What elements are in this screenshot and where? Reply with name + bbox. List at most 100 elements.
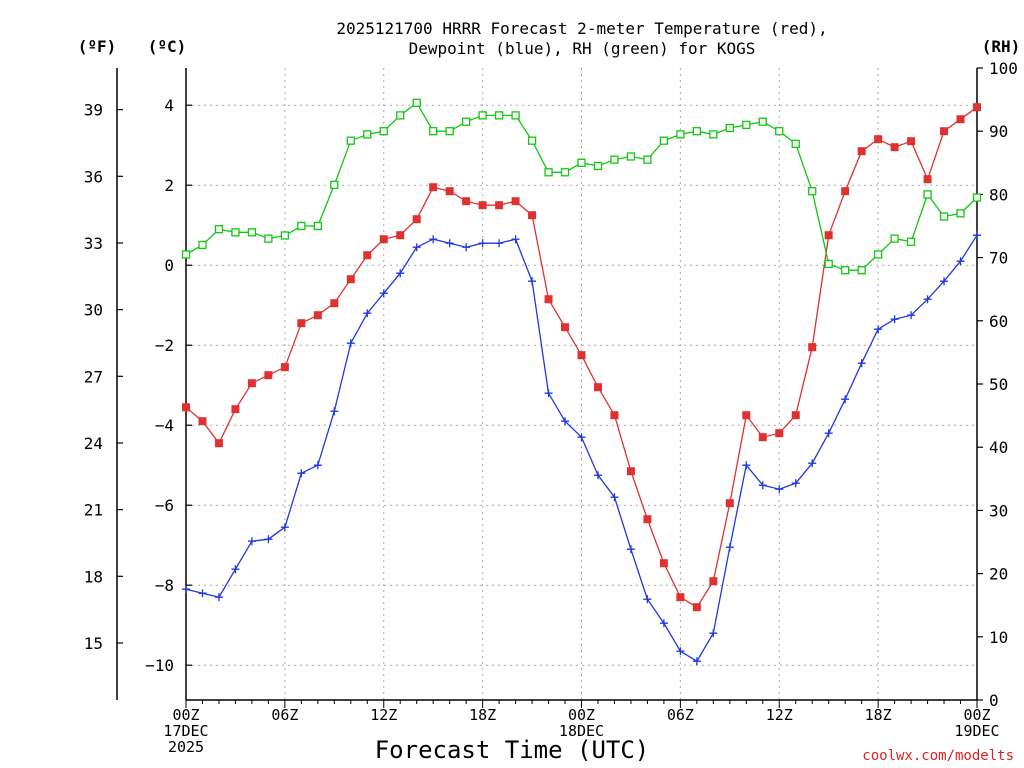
dewpoint-point bbox=[462, 243, 471, 252]
chart-title-line2: Dewpoint (blue), RH (green) for KOGS bbox=[409, 39, 756, 58]
rh-point bbox=[676, 130, 685, 139]
rh-point bbox=[906, 237, 916, 246]
temperature-point bbox=[775, 429, 784, 438]
temperature-point bbox=[511, 197, 520, 206]
rh-point bbox=[445, 127, 454, 136]
temperature-point bbox=[247, 379, 256, 388]
temperature-point bbox=[626, 467, 635, 476]
time-tick-label: 2025 bbox=[168, 738, 204, 756]
dewpoint-point bbox=[198, 589, 207, 598]
dewpoint-point bbox=[956, 257, 965, 266]
rh-tick-label: 60 bbox=[989, 312, 1008, 331]
temperature-point bbox=[561, 323, 570, 332]
rh-point bbox=[297, 221, 306, 231]
rh-point bbox=[643, 155, 652, 164]
temperature-point bbox=[577, 351, 586, 360]
dewpoint-point bbox=[725, 543, 734, 552]
temperature-point bbox=[593, 383, 602, 392]
rh-tick-label: 90 bbox=[989, 122, 1008, 141]
dewpoint-point bbox=[676, 647, 685, 656]
temperature-point bbox=[808, 343, 817, 352]
temperature-point bbox=[379, 235, 388, 244]
celsius-axis: −10 −8 −6 −4 −2 0 2 4 bbox=[145, 96, 192, 675]
rh-point bbox=[890, 234, 899, 243]
celsius-tick-label: −4 bbox=[155, 416, 174, 435]
rh-point bbox=[659, 136, 669, 145]
temperature-point bbox=[429, 183, 438, 192]
temperature-point bbox=[396, 231, 405, 240]
dewpoint-point bbox=[396, 269, 405, 278]
rh-point bbox=[214, 225, 224, 234]
dewpoint-point bbox=[857, 359, 866, 368]
dewpoint-point bbox=[511, 235, 520, 244]
celsius-tick-label: 0 bbox=[164, 256, 174, 275]
series-dewpoint bbox=[182, 231, 981, 666]
rh-point bbox=[511, 111, 520, 120]
dewpoint-point bbox=[544, 389, 553, 398]
rh-point bbox=[939, 212, 949, 221]
dewpoint-point bbox=[890, 315, 899, 324]
temperature-point bbox=[231, 405, 240, 414]
temperature-point bbox=[659, 559, 668, 568]
dewpoint-point bbox=[808, 459, 817, 468]
rh-tick-label: 10 bbox=[989, 628, 1008, 647]
dewpoint-point bbox=[561, 417, 570, 426]
fahrenheit-tick-label: 33 bbox=[84, 234, 103, 253]
dewpoint-point bbox=[297, 469, 306, 478]
x-axis-title: Forecast Time (UTC) bbox=[375, 736, 650, 764]
dewpoint-point bbox=[659, 619, 668, 628]
fahrenheit-tick-label: 18 bbox=[84, 567, 103, 586]
dewpoint-point bbox=[791, 479, 800, 488]
dewpoint-point bbox=[940, 277, 949, 286]
dewpoint-point bbox=[775, 485, 784, 494]
dewpoint-point bbox=[379, 289, 388, 298]
dewpoint-point bbox=[182, 585, 190, 594]
temperature-point bbox=[890, 143, 899, 152]
rh-unit-label: (RH) bbox=[982, 37, 1021, 56]
dewpoint-point bbox=[346, 339, 355, 348]
temperature-point bbox=[528, 211, 537, 220]
dewpoint-point bbox=[626, 545, 635, 554]
rh-point bbox=[593, 161, 603, 171]
temperature-point bbox=[412, 215, 421, 224]
rh-point bbox=[346, 136, 355, 145]
dewpoint-point bbox=[363, 309, 372, 318]
dewpoint-point bbox=[495, 239, 504, 248]
dewpoint-point bbox=[231, 565, 240, 574]
time-tick-label: 00Z bbox=[568, 706, 595, 724]
rh-point bbox=[396, 111, 405, 120]
dewpoint-point bbox=[709, 629, 718, 638]
rh-point bbox=[412, 98, 421, 107]
time-tick-label: 18DEC bbox=[559, 722, 604, 740]
rh-tick-label: 50 bbox=[989, 375, 1008, 394]
rh-tick-label: 0 bbox=[989, 691, 999, 710]
rh-tick-label: 100 bbox=[989, 59, 1018, 78]
dewpoint-point bbox=[214, 593, 223, 602]
rh-point bbox=[478, 111, 487, 120]
rh-tick-label: 30 bbox=[989, 501, 1008, 520]
temperature-point bbox=[214, 439, 223, 448]
dewpoint-point bbox=[874, 325, 883, 334]
rh-point bbox=[791, 139, 800, 148]
celsius-tick-label: −6 bbox=[155, 496, 174, 515]
dewpoint-point bbox=[280, 523, 289, 532]
temperature-point bbox=[462, 197, 471, 206]
rh-axis: 0 10 20 30 40 50 60 70 80 90 100 bbox=[977, 59, 1018, 710]
temperature-point bbox=[478, 201, 487, 210]
temperature-point bbox=[346, 275, 355, 284]
dewpoint-point bbox=[330, 407, 339, 416]
temperature-point bbox=[923, 175, 932, 184]
celsius-tick-label: −10 bbox=[145, 656, 174, 675]
temperature-point bbox=[973, 103, 981, 112]
rh-tick-label: 20 bbox=[989, 565, 1008, 584]
series-temperature bbox=[182, 103, 981, 612]
temperature-point bbox=[544, 295, 553, 304]
rh-point bbox=[841, 266, 850, 275]
rh-point bbox=[313, 221, 322, 231]
fahrenheit-tick-label: 36 bbox=[84, 167, 103, 186]
rh-point bbox=[956, 209, 965, 218]
rh-point bbox=[264, 234, 273, 243]
rh-point bbox=[231, 228, 240, 237]
